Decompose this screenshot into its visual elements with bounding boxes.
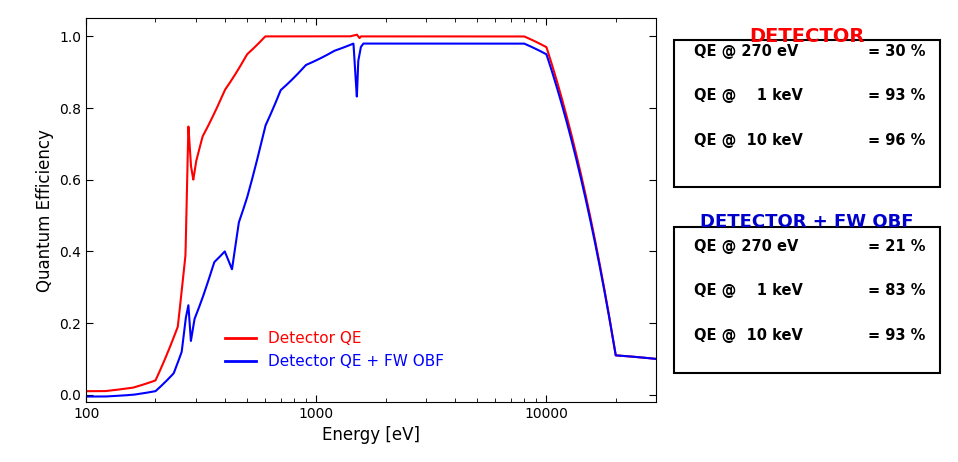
Text: QE @    1 keV: QE @ 1 keV [694, 88, 803, 103]
Detector QE + FW OBF [650, 356, 662, 362]
Text: = 83 %: = 83 % [868, 283, 925, 298]
Detector QE + FW OBF [506, 41, 517, 46]
Detector QE [506, 34, 517, 39]
Detector QE + FW OBF [549, 79, 560, 84]
Text: DETECTOR: DETECTOR [749, 27, 865, 46]
Detector QE + FW OBF [451, 41, 463, 46]
Detector QE [351, 32, 362, 37]
Text: DETECTOR + FW OBF: DETECTOR + FW OBF [700, 213, 914, 231]
Detector QE [422, 34, 434, 39]
Detector QE [80, 389, 92, 394]
Detector QE + FW OBF [357, 41, 369, 46]
Text: QE @  10 keV: QE @ 10 keV [694, 328, 803, 343]
Text: = 93 %: = 93 % [869, 88, 925, 103]
Text: QE @ 270 eV: QE @ 270 eV [694, 44, 798, 59]
Detector QE [184, 145, 195, 150]
X-axis label: Energy [eV]: Energy [eV] [322, 426, 421, 444]
Detector QE [298, 34, 309, 39]
Text: = 93 %: = 93 % [869, 328, 925, 343]
Text: QE @  10 keV: QE @ 10 keV [694, 133, 803, 147]
Text: = 96 %: = 96 % [869, 133, 925, 147]
Detector QE + FW OBF [184, 322, 195, 328]
Detector QE + FW OBF [422, 41, 434, 46]
Text: = 30 %: = 30 % [868, 44, 925, 59]
Text: QE @ 270 eV: QE @ 270 eV [694, 239, 798, 254]
Text: = 21 %: = 21 % [868, 239, 925, 254]
Legend: Detector QE, Detector QE + FW OBF: Detector QE, Detector QE + FW OBF [219, 325, 450, 375]
Detector QE [650, 356, 662, 362]
Line: Detector QE: Detector QE [86, 35, 656, 391]
Detector QE + FW OBF [80, 394, 92, 399]
Line: Detector QE + FW OBF: Detector QE + FW OBF [86, 43, 656, 396]
Detector QE [451, 34, 463, 39]
FancyBboxPatch shape [674, 226, 940, 373]
Y-axis label: Quantum Efficiency: Quantum Efficiency [35, 129, 54, 292]
FancyBboxPatch shape [674, 40, 940, 187]
Detector QE [549, 72, 560, 78]
Detector QE + FW OBF [298, 64, 309, 70]
Text: QE @    1 keV: QE @ 1 keV [694, 283, 803, 298]
